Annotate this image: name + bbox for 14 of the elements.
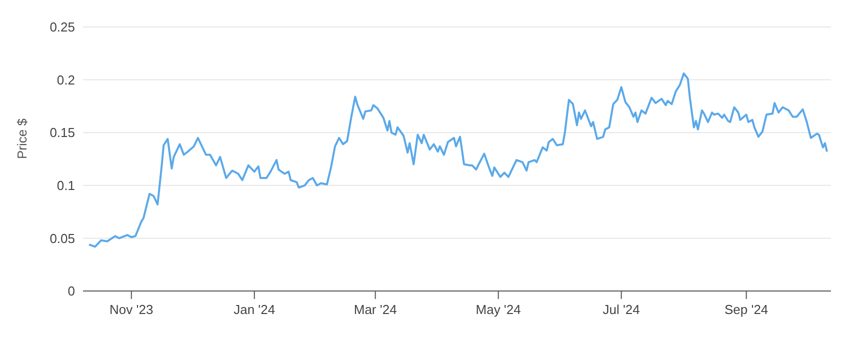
y-tick-label: 0.05 — [50, 230, 75, 246]
x-tick-label: May '24 — [476, 302, 521, 318]
y-axis-title: Price $ — [14, 118, 30, 159]
x-tick-label: Mar '24 — [354, 302, 397, 318]
x-tick-label: Nov '23 — [110, 302, 154, 318]
x-tick-label: Sep '24 — [724, 302, 768, 318]
y-tick-label: 0.1 — [56, 178, 75, 194]
y-tick-label: 0.2 — [56, 72, 75, 88]
line-series — [88, 72, 828, 248]
x-tick-label: Jul '24 — [602, 302, 640, 318]
y-tick-label: 0.15 — [50, 125, 75, 140]
y-tick-label: 0 — [68, 284, 75, 299]
y-tick-label: 0.25 — [50, 20, 75, 35]
x-tick-label: Jan '24 — [234, 302, 276, 318]
